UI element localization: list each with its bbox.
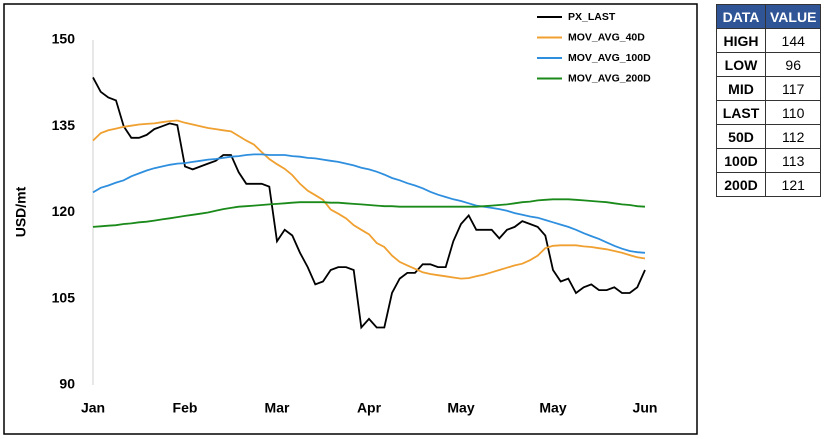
legend-label: MOV_AVG_100D [568,52,651,64]
y-tick-label: 105 [52,289,76,305]
y-tick-label: 120 [52,203,76,219]
x-tick-label: Jun [633,400,658,416]
label-cell: 50D [716,124,766,149]
table-header-row: DATA VALUE [716,4,822,29]
y-tick-label: 90 [59,376,75,392]
data-table: DATA VALUE HIGH 144 LOW 96 MID 117 LAST 110 50D 112… [716,4,822,197]
legend-label: PX_LAST [568,11,616,23]
legend-label: MOV_AVG_40D [568,31,645,43]
y-tick-label: 135 [52,117,76,133]
table-row: 50D 112 [716,124,822,149]
value-cell: 121 [764,172,822,197]
table-row: 100D 113 [716,148,822,173]
label-cell: 100D [716,148,766,173]
series-line [92,153,646,254]
value-cell: 113 [764,148,822,173]
series-line [92,119,646,280]
label-cell: MID [716,76,766,101]
series-line [92,198,646,228]
value-cell: 144 [764,28,822,53]
chart-frame [3,3,698,435]
y-axis-label: USD/mt [13,186,29,237]
value-cell: 117 [764,76,822,101]
table-row: LOW 96 [716,52,822,77]
legend-label: MOV_AVG_200D [568,72,651,84]
x-tick-label: May [447,400,474,416]
series-line [92,76,646,330]
header-cell: VALUE [764,4,822,29]
y-tick-label: 150 [52,31,76,47]
table-row: MID 117 [716,76,822,101]
x-tick-label: Feb [173,400,198,416]
value-cell: 112 [764,124,822,149]
x-tick-label: Jan [81,400,105,416]
value-cell: 96 [764,52,822,77]
label-cell: LAST [716,100,766,125]
label-cell: 200D [716,172,766,197]
table-row: LAST 110 [716,100,822,125]
table-row: HIGH 144 [716,28,822,53]
x-tick-label: Apr [357,400,382,416]
header-cell: DATA [716,4,766,29]
table-row: 200D 121 [716,172,822,197]
x-tick-label: May [539,400,566,416]
value-cell: 110 [764,100,822,125]
x-tick-label: Mar [265,400,290,416]
label-cell: LOW [716,52,766,77]
label-cell: HIGH [716,28,766,53]
